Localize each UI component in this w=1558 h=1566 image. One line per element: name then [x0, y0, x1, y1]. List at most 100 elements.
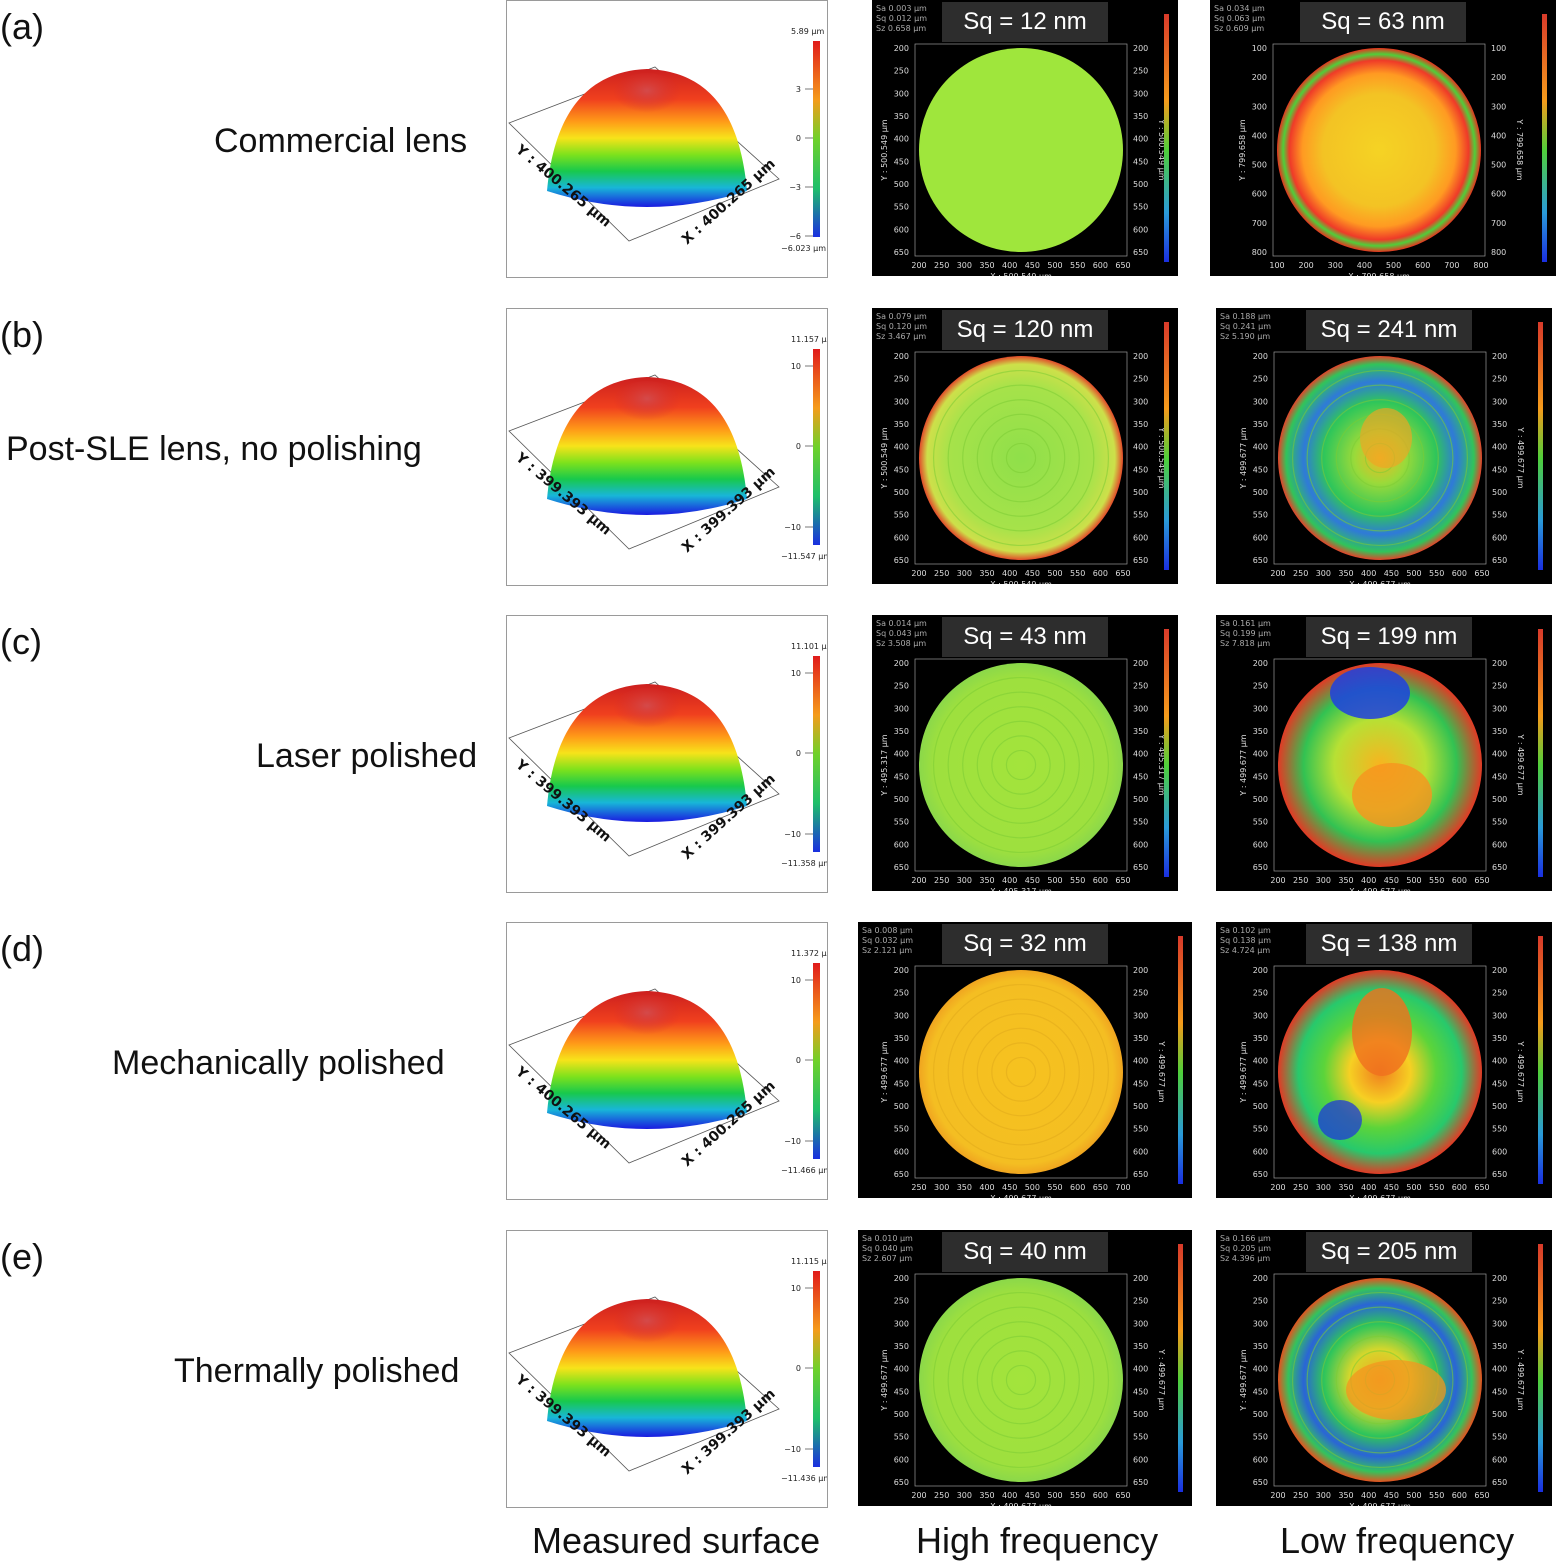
y-tick: 700 [1252, 219, 1267, 228]
y-tick: 250 [894, 989, 909, 998]
x-tick: 600 [1452, 876, 1467, 885]
colorbar [1538, 629, 1543, 877]
y-tick: 200 [1253, 352, 1268, 361]
y-tick-right: 600 [1133, 225, 1148, 234]
x-tick: 800 [1473, 261, 1488, 270]
y-tick: 300 [894, 397, 909, 406]
y-tick: 250 [894, 375, 909, 384]
y-tick-right: 250 [1492, 989, 1507, 998]
y-tick-right: 400 [1492, 443, 1507, 452]
low-frequency-map: 200 250 300 350 400 450 500 550 600 650 200 200 250 2… [1216, 922, 1552, 1198]
y-tick: 250 [894, 682, 909, 691]
x-tick: 300 [1316, 876, 1331, 885]
stat-line: Sz 3.508 µm [876, 639, 927, 648]
x-tick: 600 [1452, 1491, 1467, 1500]
y-axis-label-right: Y : 499.677 µm [1157, 1040, 1166, 1102]
colorbar-tick: 10 [791, 976, 801, 985]
x-tick: 500 [1406, 1491, 1421, 1500]
y-tick: 400 [894, 750, 909, 759]
y-tick-right: 250 [1492, 682, 1507, 691]
y-tick: 500 [894, 488, 909, 497]
y-tick-right: 400 [1133, 1057, 1148, 1066]
x-tick: 200 [1270, 1183, 1285, 1192]
x-tick: 550 [1070, 1491, 1085, 1500]
y-tick: 250 [1253, 682, 1268, 691]
y-tick-right: 200 [1492, 659, 1507, 668]
x-tick: 350 [957, 1183, 972, 1192]
high-frequency-map: 250 300 350 400 450 500 550 600 650 700 200 200 250 2… [858, 922, 1192, 1198]
y-axis-label: Y : 499.677 µm [880, 1349, 889, 1411]
y-tick: 600 [894, 1455, 909, 1464]
y-tick-right: 400 [1492, 750, 1507, 759]
y-tick: 250 [894, 1297, 909, 1306]
colorbar-max: 11.101 µm [791, 642, 827, 651]
y-tick-right: 650 [1492, 863, 1507, 872]
x-tick: 250 [934, 876, 949, 885]
y-tick-right: 600 [1133, 533, 1148, 542]
y-tick: 650 [894, 248, 909, 257]
colorbar-tick: −10 [784, 1445, 801, 1454]
surface-cap [613, 381, 681, 425]
high-frequency-map: 200 250 300 350 400 450 500 550 600 650 200 200 250 2… [858, 1230, 1192, 1506]
measured-surface-panel: Y : 400.265 µm X : 400.265 µm 5.89 µm −6.02… [506, 0, 828, 278]
stat-line: Sa 0.166 µm [1220, 1234, 1271, 1243]
y-tick-right: 350 [1133, 1342, 1148, 1351]
colorbar-tick: −10 [784, 1137, 801, 1146]
roughness-stats: Sa 0.003 µm Sq 0.012 µm Sz 0.658 µm [876, 4, 927, 34]
stat-line: Sz 2.121 µm [862, 946, 913, 955]
y-tick: 300 [894, 1011, 909, 1020]
x-tick: 250 [911, 1183, 926, 1192]
x-tick: 450 [1025, 569, 1040, 578]
y-tick-right: 550 [1133, 511, 1148, 520]
surface-disk [919, 1278, 1123, 1482]
y-tick: 400 [894, 1365, 909, 1374]
y-tick: 550 [894, 818, 909, 827]
colorbar [1178, 936, 1183, 1184]
y-tick: 200 [894, 1274, 909, 1283]
y-tick-right: 100 [1491, 44, 1506, 53]
y-axis-label: Y : 499.677 µm [880, 1041, 889, 1103]
y-tick-right: 250 [1133, 989, 1148, 998]
sq-value-label: Sq = 241 nm [1306, 310, 1472, 350]
y-tick-right: 550 [1492, 1125, 1507, 1134]
y-tick-right: 200 [1492, 966, 1507, 975]
stat-line: Sa 0.008 µm [862, 926, 913, 935]
y-axis-label-right: Y : 495.317 µm [1157, 733, 1166, 795]
x-tick: 450 [1025, 1491, 1040, 1500]
sample-label: Commercial lens [214, 122, 468, 160]
x-tick: 200 [1270, 569, 1285, 578]
y-tick-right: 400 [1492, 1057, 1507, 1066]
y-tick: 500 [894, 1102, 909, 1111]
y-tick-right: 700 [1491, 219, 1506, 228]
x-tick: 450 [1002, 1183, 1017, 1192]
y-tick: 350 [1253, 727, 1268, 736]
sq-value-label: Sq = 138 nm [1306, 924, 1472, 964]
y-axis-label: Y : 500.549 µm [880, 427, 889, 489]
x-tick: 500 [1386, 261, 1401, 270]
surface-disk [919, 356, 1123, 560]
stat-line: Sz 5.190 µm [1220, 332, 1271, 341]
y-tick: 600 [1253, 533, 1268, 542]
stat-line: Sz 2.607 µm [862, 1254, 913, 1263]
x-tick: 450 [1025, 261, 1040, 270]
y-tick: 650 [894, 1170, 909, 1179]
y-axis-label-right: Y : 500.549 µm [1157, 118, 1166, 180]
panel-label: (c) [0, 621, 42, 662]
colorbar-tick: −6 [789, 232, 801, 241]
y-tick: 500 [1253, 488, 1268, 497]
x-tick: 250 [1293, 1183, 1308, 1192]
y-tick-right: 200 [1133, 1274, 1148, 1283]
x-tick: 500 [1025, 1183, 1040, 1192]
x-tick: 200 [911, 876, 926, 885]
low-frequency-map: 200 250 300 350 400 450 500 550 600 650 200 200 250 2… [1216, 308, 1552, 584]
x-tick: 650 [1474, 569, 1489, 578]
column-header-high: High frequency [916, 1520, 1159, 1561]
y-tick: 350 [1253, 420, 1268, 429]
x-tick: 350 [979, 876, 994, 885]
x-tick: 550 [1429, 569, 1444, 578]
y-tick: 550 [894, 1433, 909, 1442]
sample-label: Laser polished [256, 737, 478, 775]
